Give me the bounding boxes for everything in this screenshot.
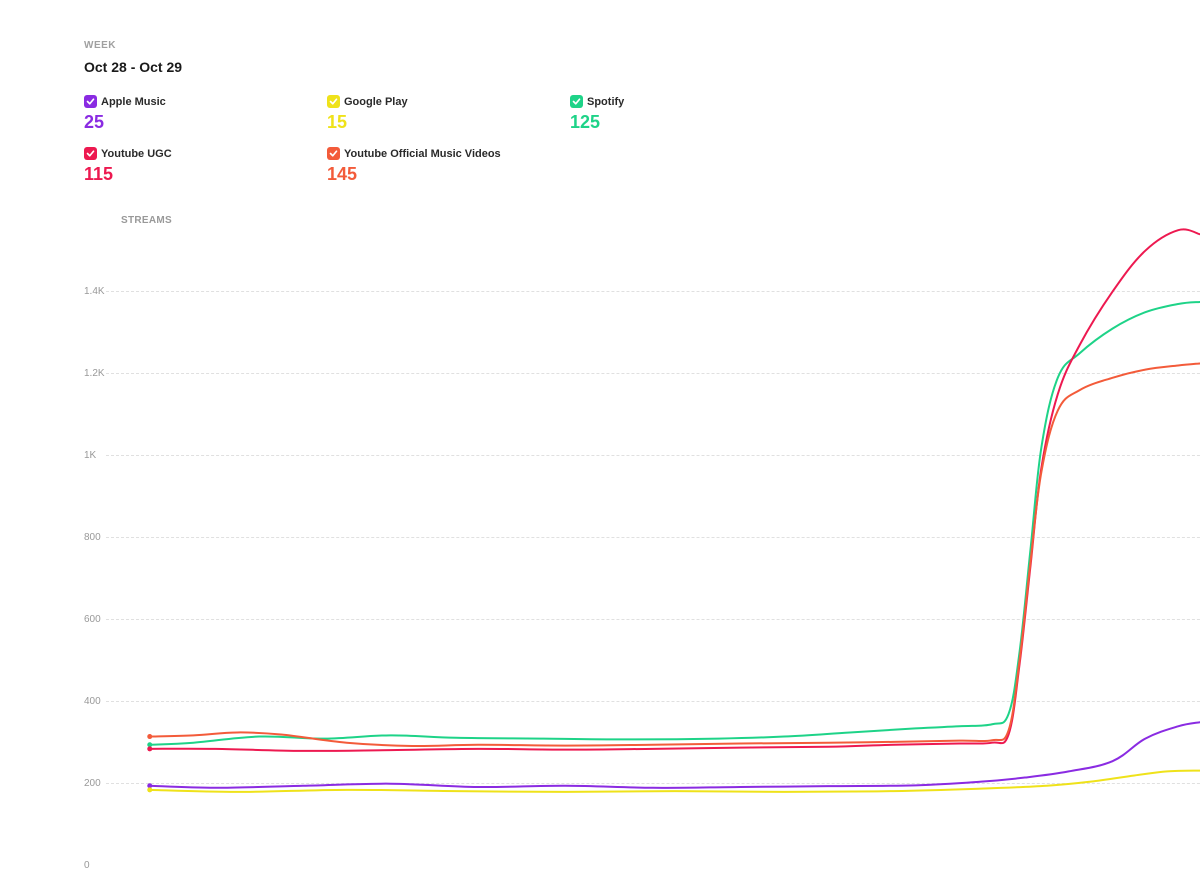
legend: Apple Music25Google Play15Spotify125Yout… [84, 95, 814, 199]
line-apple [150, 722, 1200, 788]
legend-value: 15 [327, 112, 570, 133]
legend-value: 145 [327, 164, 570, 185]
week-range: Oct 28 - Oct 29 [84, 59, 1200, 75]
checkbox-google[interactable] [327, 95, 340, 108]
start-dot-ytugc [147, 746, 152, 751]
legend-value: 25 [84, 112, 327, 133]
checkbox-apple[interactable] [84, 95, 97, 108]
line-spotify [150, 302, 1200, 745]
legend-label: Youtube Official Music Videos [344, 148, 501, 160]
legend-label: Spotify [587, 96, 624, 108]
legend-label: Apple Music [101, 96, 166, 108]
line-ytugc [150, 229, 1200, 751]
checkbox-ytugc[interactable] [84, 147, 97, 160]
legend-item-apple: Apple Music 25 [84, 95, 327, 133]
legend-item-ytugc: Youtube UGC 115 [84, 147, 327, 185]
start-dot-ytofficial [147, 734, 152, 739]
legend-value: 125 [570, 112, 813, 133]
legend-value: 115 [84, 164, 327, 185]
legend-item-spotify: Spotify 125 [570, 95, 813, 133]
legend-label: Youtube UGC [101, 148, 172, 160]
chart-plot-area [106, 222, 1200, 796]
week-label: WEEK [84, 40, 1200, 51]
legend-item-google: Google Play 15 [327, 95, 570, 133]
legend-label: Google Play [344, 96, 408, 108]
line-ytofficial [150, 363, 1200, 746]
streams-chart: STREAMS 1.4K1.2K1K8006004002000 [84, 210, 1200, 800]
y-tick-label: 0 [84, 860, 90, 871]
legend-item-ytofficial: Youtube Official Music Videos 145 [327, 147, 570, 185]
checkbox-spotify[interactable] [570, 95, 583, 108]
start-dot-google [147, 787, 152, 792]
checkbox-ytofficial[interactable] [327, 147, 340, 160]
